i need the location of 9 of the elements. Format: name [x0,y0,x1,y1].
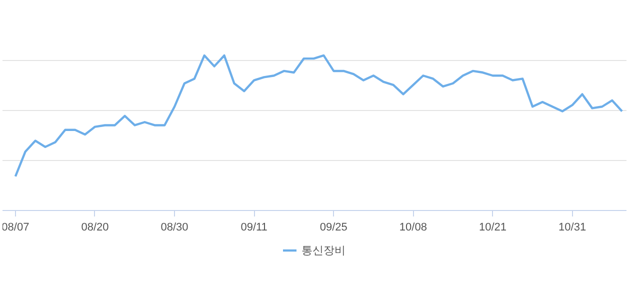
x-tick-label: 08/20 [81,222,109,234]
legend-label: 통신장비 [302,242,346,258]
x-tick-label: 09/11 [240,222,268,234]
x-tick-label: 10/21 [478,222,507,234]
x-tick-label: 10/31 [558,222,586,234]
x-tick-label: 09/25 [320,222,348,234]
x-tick-label: 08/07 [2,222,30,234]
x-tick-label: 08/30 [160,222,188,234]
x-tick-label: 10/08 [399,222,427,234]
